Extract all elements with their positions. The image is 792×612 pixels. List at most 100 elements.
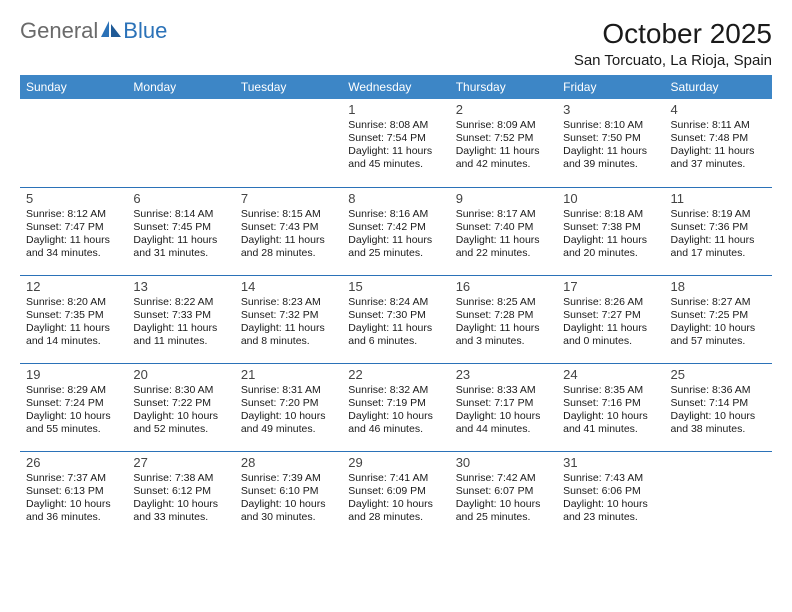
- day-info: Sunrise: 8:30 AMSunset: 7:22 PMDaylight:…: [133, 384, 228, 437]
- day-info: Sunrise: 8:32 AMSunset: 7:19 PMDaylight:…: [348, 384, 443, 437]
- day-info: Sunrise: 7:39 AMSunset: 6:10 PMDaylight:…: [241, 472, 336, 525]
- day-info: Sunrise: 8:19 AMSunset: 7:36 PMDaylight:…: [671, 208, 766, 261]
- day-number: 17: [563, 279, 658, 294]
- day-info: Sunrise: 8:26 AMSunset: 7:27 PMDaylight:…: [563, 296, 658, 349]
- day-info: Sunrise: 8:09 AMSunset: 7:52 PMDaylight:…: [456, 119, 551, 172]
- day-number: 5: [26, 191, 121, 206]
- day-number: 22: [348, 367, 443, 382]
- calendar-day-cell: 7 Sunrise: 8:15 AMSunset: 7:43 PMDaylight…: [235, 187, 342, 275]
- calendar-day-cell: 10 Sunrise: 8:18 AMSunset: 7:38 PMDayligh…: [557, 187, 664, 275]
- logo-text: General: [20, 18, 123, 44]
- weekday-header: Wednesday: [342, 75, 449, 99]
- calendar-table: SundayMondayTuesdayWednesdayThursdayFrid…: [20, 75, 772, 539]
- day-number: 30: [456, 455, 551, 470]
- calendar-day-cell: 29 Sunrise: 7:41 AMSunset: 6:09 PMDayligh…: [342, 451, 449, 539]
- day-info: Sunrise: 8:22 AMSunset: 7:33 PMDaylight:…: [133, 296, 228, 349]
- day-number: 2: [456, 102, 551, 117]
- calendar-day-cell: 9 Sunrise: 8:17 AMSunset: 7:40 PMDaylight…: [450, 187, 557, 275]
- calendar-day-cell: 2 Sunrise: 8:09 AMSunset: 7:52 PMDaylight…: [450, 99, 557, 187]
- calendar-day-cell: 22 Sunrise: 8:32 AMSunset: 7:19 PMDayligh…: [342, 363, 449, 451]
- calendar-day-cell: 18 Sunrise: 8:27 AMSunset: 7:25 PMDayligh…: [665, 275, 772, 363]
- day-info: Sunrise: 8:16 AMSunset: 7:42 PMDaylight:…: [348, 208, 443, 261]
- day-info: Sunrise: 8:17 AMSunset: 7:40 PMDaylight:…: [456, 208, 551, 261]
- calendar-day-cell: 20 Sunrise: 8:30 AMSunset: 7:22 PMDayligh…: [127, 363, 234, 451]
- calendar-day-cell: 31 Sunrise: 7:43 AMSunset: 6:06 PMDayligh…: [557, 451, 664, 539]
- day-number: 24: [563, 367, 658, 382]
- day-number: 28: [241, 455, 336, 470]
- day-number: 26: [26, 455, 121, 470]
- day-number: 18: [671, 279, 766, 294]
- calendar-day-cell: 17 Sunrise: 8:26 AMSunset: 7:27 PMDayligh…: [557, 275, 664, 363]
- calendar-body: 1Sunrise: 8:08 AMSunset: 7:54 PMDaylight…: [20, 99, 772, 539]
- calendar-day-cell: [665, 451, 772, 539]
- weekday-header: Friday: [557, 75, 664, 99]
- day-number: 6: [133, 191, 228, 206]
- weekday-header: Tuesday: [235, 75, 342, 99]
- day-number: 3: [563, 102, 658, 117]
- calendar-day-cell: 15Sunrise: 8:24 AMSunset: 7:30 PMDayligh…: [342, 275, 449, 363]
- day-number: 11: [671, 191, 766, 206]
- calendar-day-cell: [235, 99, 342, 187]
- calendar-week-row: 1Sunrise: 8:08 AMSunset: 7:54 PMDaylight…: [20, 99, 772, 187]
- day-number: 31: [563, 455, 658, 470]
- calendar-day-cell: 6 Sunrise: 8:14 AMSunset: 7:45 PMDaylight…: [127, 187, 234, 275]
- day-info: Sunrise: 8:14 AMSunset: 7:45 PMDaylight:…: [133, 208, 228, 261]
- day-info: Sunrise: 7:41 AMSunset: 6:09 PMDaylight:…: [348, 472, 443, 525]
- day-number: 14: [241, 279, 336, 294]
- day-number: 20: [133, 367, 228, 382]
- day-info: Sunrise: 8:35 AMSunset: 7:16 PMDaylight:…: [563, 384, 658, 437]
- day-info: Sunrise: 8:31 AMSunset: 7:20 PMDaylight:…: [241, 384, 336, 437]
- day-number: 27: [133, 455, 228, 470]
- calendar-week-row: 26Sunrise: 7:37 AMSunset: 6:13 PMDayligh…: [20, 451, 772, 539]
- day-number: 19: [26, 367, 121, 382]
- day-info: Sunrise: 8:08 AMSunset: 7:54 PMDaylight:…: [348, 119, 443, 172]
- month-title: October 2025: [574, 18, 772, 50]
- day-info: Sunrise: 8:15 AMSunset: 7:43 PMDaylight:…: [241, 208, 336, 261]
- logo-word-general: General: [20, 18, 98, 44]
- weekday-header: Thursday: [450, 75, 557, 99]
- day-info: Sunrise: 7:42 AMSunset: 6:07 PMDaylight:…: [456, 472, 551, 525]
- logo: General Blue: [20, 18, 167, 44]
- day-number: 7: [241, 191, 336, 206]
- day-number: 21: [241, 367, 336, 382]
- logo-word-blue: Blue: [123, 18, 167, 44]
- calendar-day-cell: 23 Sunrise: 8:33 AMSunset: 7:17 PMDayligh…: [450, 363, 557, 451]
- day-number: 23: [456, 367, 551, 382]
- calendar-day-cell: 28 Sunrise: 7:39 AMSunset: 6:10 PMDayligh…: [235, 451, 342, 539]
- day-info: Sunrise: 8:11 AMSunset: 7:48 PMDaylight:…: [671, 119, 766, 172]
- day-info: Sunrise: 8:33 AMSunset: 7:17 PMDaylight:…: [456, 384, 551, 437]
- calendar-day-cell: 12 Sunrise: 8:20 AMSunset: 7:35 PMDayligh…: [20, 275, 127, 363]
- calendar-day-cell: 21 Sunrise: 8:31 AMSunset: 7:20 PMDayligh…: [235, 363, 342, 451]
- calendar-day-cell: 8 Sunrise: 8:16 AMSunset: 7:42 PMDaylight…: [342, 187, 449, 275]
- calendar-day-cell: [20, 99, 127, 187]
- day-number: 16: [456, 279, 551, 294]
- day-number: 10: [563, 191, 658, 206]
- day-info: Sunrise: 8:18 AMSunset: 7:38 PMDaylight:…: [563, 208, 658, 261]
- calendar-day-cell: 11 Sunrise: 8:19 AMSunset: 7:36 PMDayligh…: [665, 187, 772, 275]
- day-number: 4: [671, 102, 766, 117]
- calendar-week-row: 12 Sunrise: 8:20 AMSunset: 7:35 PMDayligh…: [20, 275, 772, 363]
- calendar-week-row: 5 Sunrise: 8:12 AMSunset: 7:47 PMDaylight…: [20, 187, 772, 275]
- calendar-week-row: 19Sunrise: 8:29 AMSunset: 7:24 PMDayligh…: [20, 363, 772, 451]
- day-number: 9: [456, 191, 551, 206]
- day-info: Sunrise: 8:23 AMSunset: 7:32 PMDaylight:…: [241, 296, 336, 349]
- calendar-day-cell: 27 Sunrise: 7:38 AMSunset: 6:12 PMDayligh…: [127, 451, 234, 539]
- day-number: 12: [26, 279, 121, 294]
- day-info: Sunrise: 8:10 AMSunset: 7:50 PMDaylight:…: [563, 119, 658, 172]
- day-info: Sunrise: 8:20 AMSunset: 7:35 PMDaylight:…: [26, 296, 121, 349]
- day-info: Sunrise: 8:12 AMSunset: 7:47 PMDaylight:…: [26, 208, 121, 261]
- location: San Torcuato, La Rioja, Spain: [574, 52, 772, 69]
- day-info: Sunrise: 7:38 AMSunset: 6:12 PMDaylight:…: [133, 472, 228, 525]
- day-number: 15: [348, 279, 443, 294]
- title-block: October 2025 San Torcuato, La Rioja, Spa…: [574, 18, 772, 69]
- day-number: 29: [348, 455, 443, 470]
- day-number: 8: [348, 191, 443, 206]
- calendar-day-cell: 26Sunrise: 7:37 AMSunset: 6:13 PMDayligh…: [20, 451, 127, 539]
- weekday-header: Sunday: [20, 75, 127, 99]
- day-info: Sunrise: 8:25 AMSunset: 7:28 PMDaylight:…: [456, 296, 551, 349]
- header: General Blue October 2025 San Torcuato, …: [20, 18, 772, 69]
- calendar-day-cell: 30 Sunrise: 7:42 AMSunset: 6:07 PMDayligh…: [450, 451, 557, 539]
- day-number: 25: [671, 367, 766, 382]
- day-info: Sunrise: 7:43 AMSunset: 6:06 PMDaylight:…: [563, 472, 658, 525]
- day-info: Sunrise: 8:27 AMSunset: 7:25 PMDaylight:…: [671, 296, 766, 349]
